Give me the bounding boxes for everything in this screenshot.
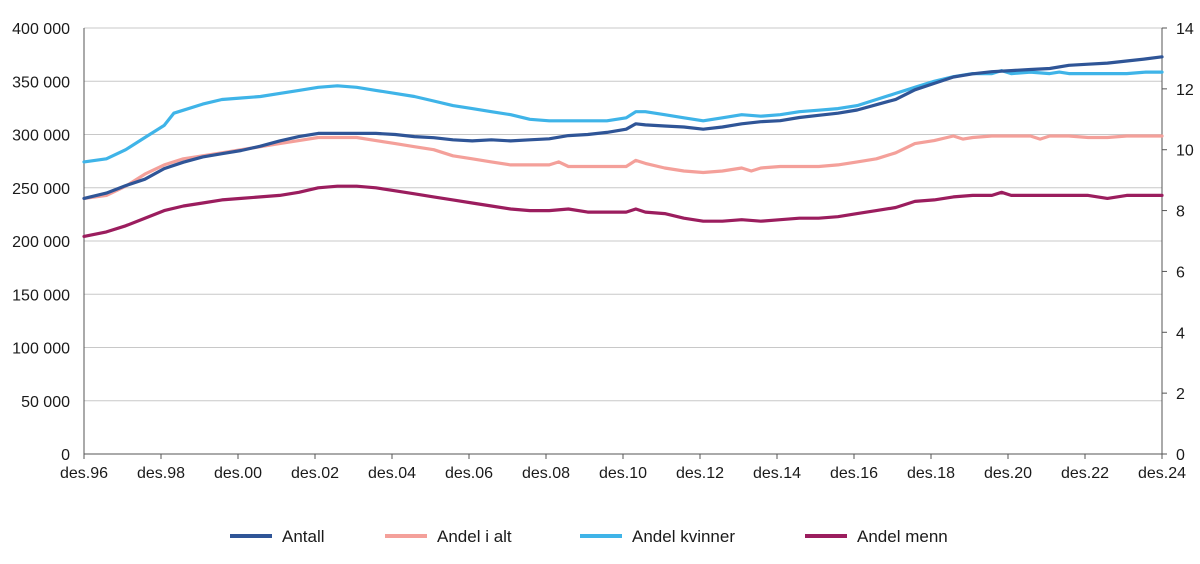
legend-item: Andel menn xyxy=(805,527,948,546)
x-tick-label: des.98 xyxy=(137,465,185,482)
y-right-tick-label: 8 xyxy=(1176,204,1185,221)
gridlines xyxy=(84,27,1162,402)
x-tick-label: des.04 xyxy=(368,465,416,482)
x-tick-label: des.10 xyxy=(599,465,647,482)
y-left-tick-label: 50 000 xyxy=(21,394,70,411)
x-tick-label: des.14 xyxy=(753,465,801,482)
legend-label: Andel menn xyxy=(857,527,948,546)
legend: Antall Andel i alt Andel kvinner Andel menn xyxy=(230,527,948,546)
y-right-tick-label: 0 xyxy=(1176,447,1185,464)
legend-label: Antall xyxy=(282,527,325,546)
x-tick-label: des.16 xyxy=(830,465,878,482)
y-left-tick-label: 400 000 xyxy=(12,21,70,38)
y-left-tick-label: 100 000 xyxy=(12,341,70,358)
legend-label: Andel kvinner xyxy=(632,527,735,546)
y-right-tick-label: 4 xyxy=(1176,325,1185,342)
legend-item: Antall xyxy=(230,527,325,546)
y-left-tick-label: 150 000 xyxy=(12,287,70,304)
x-axis-ticks: des.96 des.98 des.00 des.02 des.04 des.06 des.… xyxy=(60,454,1186,482)
y-left-tick-label: 300 000 xyxy=(12,128,70,145)
x-tick-label: des.20 xyxy=(984,465,1032,482)
y-left-tick-label: 0 xyxy=(61,447,70,464)
right-axis-ticks: 14 12 10 8 6 4 2 0 xyxy=(1162,21,1194,464)
y-right-tick-label: 10 xyxy=(1176,143,1194,160)
y-right-tick-label: 14 xyxy=(1176,21,1194,38)
x-tick-label: des.02 xyxy=(291,465,339,482)
y-left-tick-label: 350 000 xyxy=(12,74,70,91)
series-line-antall xyxy=(82,55,1164,200)
y-left-tick-label: 200 000 xyxy=(12,234,70,251)
legend-item: Andel i alt xyxy=(385,527,512,546)
x-tick-label: des.24 xyxy=(1138,465,1186,482)
legend-label: Andel i alt xyxy=(437,527,512,546)
x-tick-label: des.18 xyxy=(907,465,955,482)
x-tick-label: des.00 xyxy=(214,465,262,482)
y-right-tick-label: 6 xyxy=(1176,264,1185,281)
y-left-tick-label: 250 000 xyxy=(12,181,70,198)
x-tick-label: des.96 xyxy=(60,465,108,482)
y-right-tick-label: 2 xyxy=(1176,386,1185,403)
x-tick-label: des.06 xyxy=(445,465,493,482)
left-axis-ticks: 400 000 350 000 300 000 250 000 200 000 150 0… xyxy=(12,21,70,464)
y-right-tick-label: 12 xyxy=(1176,82,1194,99)
legend-item: Andel kvinner xyxy=(580,527,735,546)
x-tick-label: des.22 xyxy=(1061,465,1109,482)
series-line-andel-menn xyxy=(82,184,1164,238)
x-tick-label: des.08 xyxy=(522,465,570,482)
series-line-andel-i-alt xyxy=(82,134,1164,200)
x-tick-label: des.12 xyxy=(676,465,724,482)
series-lines xyxy=(82,55,1164,238)
